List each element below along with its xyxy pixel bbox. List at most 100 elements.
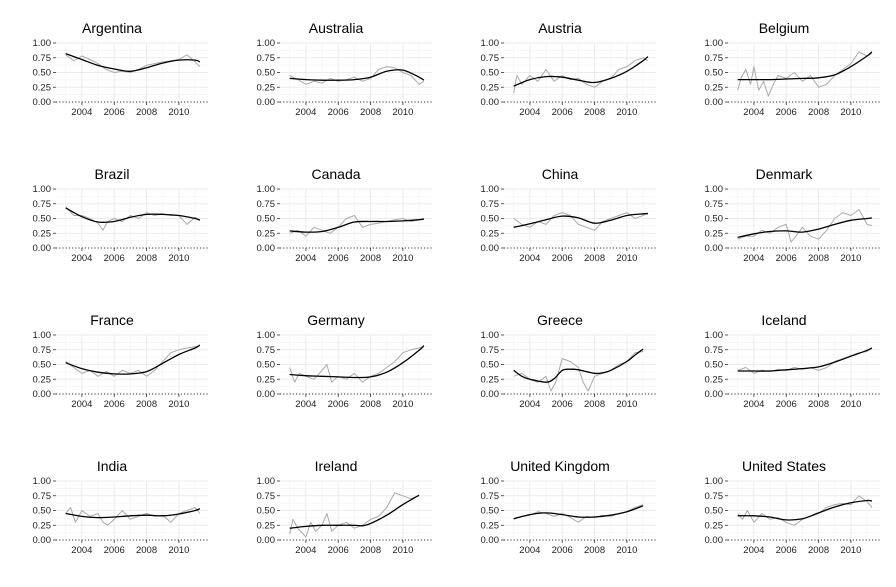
- x-tick-label: 2006: [328, 253, 349, 264]
- y-tick-label: 0.75: [257, 53, 276, 64]
- panel-title: Ireland: [314, 458, 358, 474]
- x-tick-label: 2004: [295, 545, 316, 556]
- grid-lines: [728, 42, 880, 102]
- y-tick-label: 0.50: [257, 68, 276, 79]
- grid-lines: [56, 188, 208, 248]
- smoothed-series-line: [737, 217, 872, 239]
- smoothed-series-line: [513, 213, 648, 228]
- x-tick-label: 2006: [776, 253, 797, 264]
- x-tick-label: 2010: [616, 545, 637, 556]
- x-tick-label: 2010: [392, 107, 413, 118]
- panel-title: France: [90, 312, 134, 328]
- grid-lines: [56, 42, 208, 102]
- raw-series-line: [289, 66, 425, 85]
- y-tick-label: 0.00: [33, 389, 52, 400]
- y-tick-label: 0.25: [33, 82, 52, 93]
- y-tick-label: 0.00: [481, 97, 500, 108]
- x-tick-label: 2006: [328, 399, 349, 410]
- plot-india: 0.00 0.25 0.50 0.75 1.00 2004 2006 2008 2010: [33, 476, 208, 556]
- x-tick-label: 2008: [808, 545, 829, 556]
- x-tick-label: 2010: [840, 253, 861, 264]
- grid-lines: [280, 334, 432, 394]
- y-tick-label: 0.25: [481, 520, 500, 531]
- panel-ireland: Ireland 0.00 0.25 0.50 0.75 1.00 2004 2006 2008 2…: [224, 438, 448, 584]
- x-tick-label: 2004: [519, 399, 540, 410]
- y-tick-label: 1.00: [481, 184, 500, 195]
- plot-denmark: 0.00 0.25 0.50 0.75 1.00 2004 2006 2008 2010: [705, 184, 880, 264]
- y-tick-label: 0.25: [257, 520, 276, 531]
- y-tick-label: 0.75: [33, 345, 52, 356]
- plot-germany: 0.00 0.25 0.50 0.75 1.00 2004 2006 2008 2010: [257, 330, 432, 410]
- raw-series-line: [737, 347, 873, 374]
- smoothed-series-line: [737, 499, 873, 521]
- y-tick-label: 0.50: [257, 360, 276, 371]
- y-tick-label: 0.00: [257, 243, 276, 254]
- y-tick-label: 1.00: [257, 476, 276, 487]
- grid-lines: [504, 42, 656, 102]
- plot-ireland: 0.00 0.25 0.50 0.75 1.00 2004 2006 2008 2010: [257, 476, 432, 556]
- panel-title: Greece: [537, 312, 583, 328]
- y-tick-label: 0.75: [705, 199, 724, 210]
- x-tick-label: 2004: [295, 253, 316, 264]
- grid-lines: [728, 334, 880, 394]
- y-tick-label: 0.50: [481, 214, 500, 225]
- raw-series-line: [513, 351, 644, 392]
- x-tick-label: 2006: [104, 545, 125, 556]
- plot-australia: 0.00 0.25 0.50 0.75 1.00 2004 2006 2008 2010: [257, 38, 432, 118]
- grid-lines: [280, 480, 432, 540]
- y-tick-label: 0.50: [481, 360, 500, 371]
- grid-lines: [728, 188, 880, 248]
- y-tick-label: 1.00: [257, 330, 276, 341]
- smoothed-series-line: [289, 218, 424, 233]
- x-tick-label: 2006: [552, 399, 573, 410]
- panel-title: Austria: [538, 20, 582, 36]
- x-tick-label: 2008: [360, 399, 381, 410]
- plot-china: 0.00 0.25 0.50 0.75 1.00 2004 2006 2008 2010: [481, 184, 656, 264]
- y-tick-label: 0.50: [705, 214, 724, 225]
- plot-brazil: 0.00 0.25 0.50 0.75 1.00 2004 2006 2008 2010: [33, 184, 208, 264]
- panel-china: China 0.00 0.25 0.50 0.75 1.00 2004 2006 2008 201…: [448, 146, 672, 292]
- y-tick-label: 0.50: [705, 506, 724, 517]
- plot-argentina: 0.00 0.25 0.50 0.75 1.00 2004 2006 2008 2010: [33, 38, 208, 118]
- x-tick-label: 2010: [840, 545, 861, 556]
- x-tick-label: 2010: [616, 399, 637, 410]
- x-tick-label: 2004: [71, 399, 92, 410]
- x-tick-label: 2010: [392, 253, 413, 264]
- panel-title: China: [541, 166, 579, 182]
- panel-title: Belgium: [758, 20, 810, 36]
- panel-france: France 0.00 0.25 0.50 0.75 1.00 2004 2006 2008 20…: [0, 292, 224, 438]
- panel-india: India 0.00 0.25 0.50 0.75 1.00 2004 2006 2008 201…: [0, 438, 224, 584]
- y-tick-label: 0.75: [481, 53, 500, 64]
- y-tick-label: 0.75: [705, 53, 724, 64]
- plot-france: 0.00 0.25 0.50 0.75 1.00 2004 2006 2008 2010: [33, 330, 208, 410]
- x-tick-label: 2006: [104, 107, 125, 118]
- y-tick-label: 0.00: [705, 389, 724, 400]
- y-tick-label: 0.50: [33, 360, 52, 371]
- panel-title: Germany: [307, 312, 365, 328]
- y-tick-label: 0.25: [33, 228, 52, 239]
- raw-series-line: [513, 57, 649, 94]
- y-tick-label: 0.50: [481, 506, 500, 517]
- panel-australia: Australia 0.00 0.25 0.50 0.75 1.00 2004 2006 200…: [224, 0, 448, 146]
- y-tick-label: 1.00: [705, 38, 724, 49]
- panel-austria: Austria 0.00 0.25 0.50 0.75 1.00 2004 2006 2008 2…: [448, 0, 672, 146]
- plot-canada: 0.00 0.25 0.50 0.75 1.00 2004 2006 2008 2010: [257, 184, 432, 264]
- x-tick-label: 2004: [743, 107, 764, 118]
- y-tick-label: 0.50: [33, 506, 52, 517]
- grid-lines: [56, 480, 208, 540]
- y-tick-label: 0.25: [705, 374, 724, 385]
- y-tick-label: 0.50: [481, 68, 500, 79]
- x-tick-label: 2004: [71, 253, 92, 264]
- y-tick-label: 0.00: [481, 389, 500, 400]
- raw-series-line: [65, 507, 201, 526]
- x-tick-label: 2010: [616, 253, 637, 264]
- smoothed-series-line: [737, 51, 873, 81]
- x-tick-label: 2006: [776, 107, 797, 118]
- x-tick-label: 2004: [519, 253, 540, 264]
- y-tick-label: 0.25: [705, 82, 724, 93]
- y-tick-label: 0.00: [257, 535, 276, 546]
- y-tick-label: 1.00: [33, 38, 52, 49]
- panel-title: United States: [741, 458, 827, 474]
- y-tick-label: 0.00: [705, 535, 724, 546]
- y-tick-label: 1.00: [257, 184, 276, 195]
